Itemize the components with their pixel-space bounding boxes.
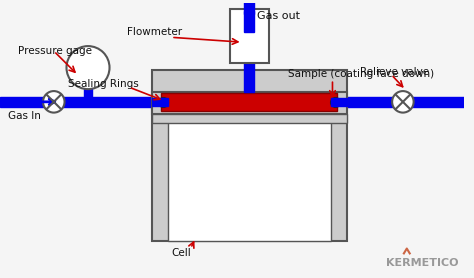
Bar <box>152 70 347 241</box>
Text: Gas out: Gas out <box>257 11 300 21</box>
Bar <box>0 97 156 107</box>
Text: Sealing Rings: Sealing Rings <box>68 79 139 89</box>
Text: Relieve valve: Relieve valve <box>360 66 429 76</box>
Bar <box>342 97 464 107</box>
Bar <box>152 114 347 123</box>
Bar <box>161 93 337 111</box>
Circle shape <box>43 91 64 113</box>
Bar <box>330 98 347 106</box>
Bar <box>168 114 330 241</box>
Bar <box>152 92 347 114</box>
Text: Sample (coating face down): Sample (coating face down) <box>289 70 435 80</box>
Text: KERMETICO: KERMETICO <box>386 258 459 268</box>
Text: Cell: Cell <box>171 249 191 259</box>
Bar <box>230 9 269 63</box>
Text: Gas In: Gas In <box>8 111 41 121</box>
Bar <box>152 98 168 106</box>
Circle shape <box>66 46 109 89</box>
Bar <box>245 2 254 14</box>
Bar <box>84 68 92 97</box>
Bar <box>245 58 254 92</box>
Text: Pressure gage: Pressure gage <box>18 46 91 56</box>
Circle shape <box>392 91 414 113</box>
Text: Flowmeter: Flowmeter <box>127 28 182 38</box>
Bar <box>245 11 254 33</box>
